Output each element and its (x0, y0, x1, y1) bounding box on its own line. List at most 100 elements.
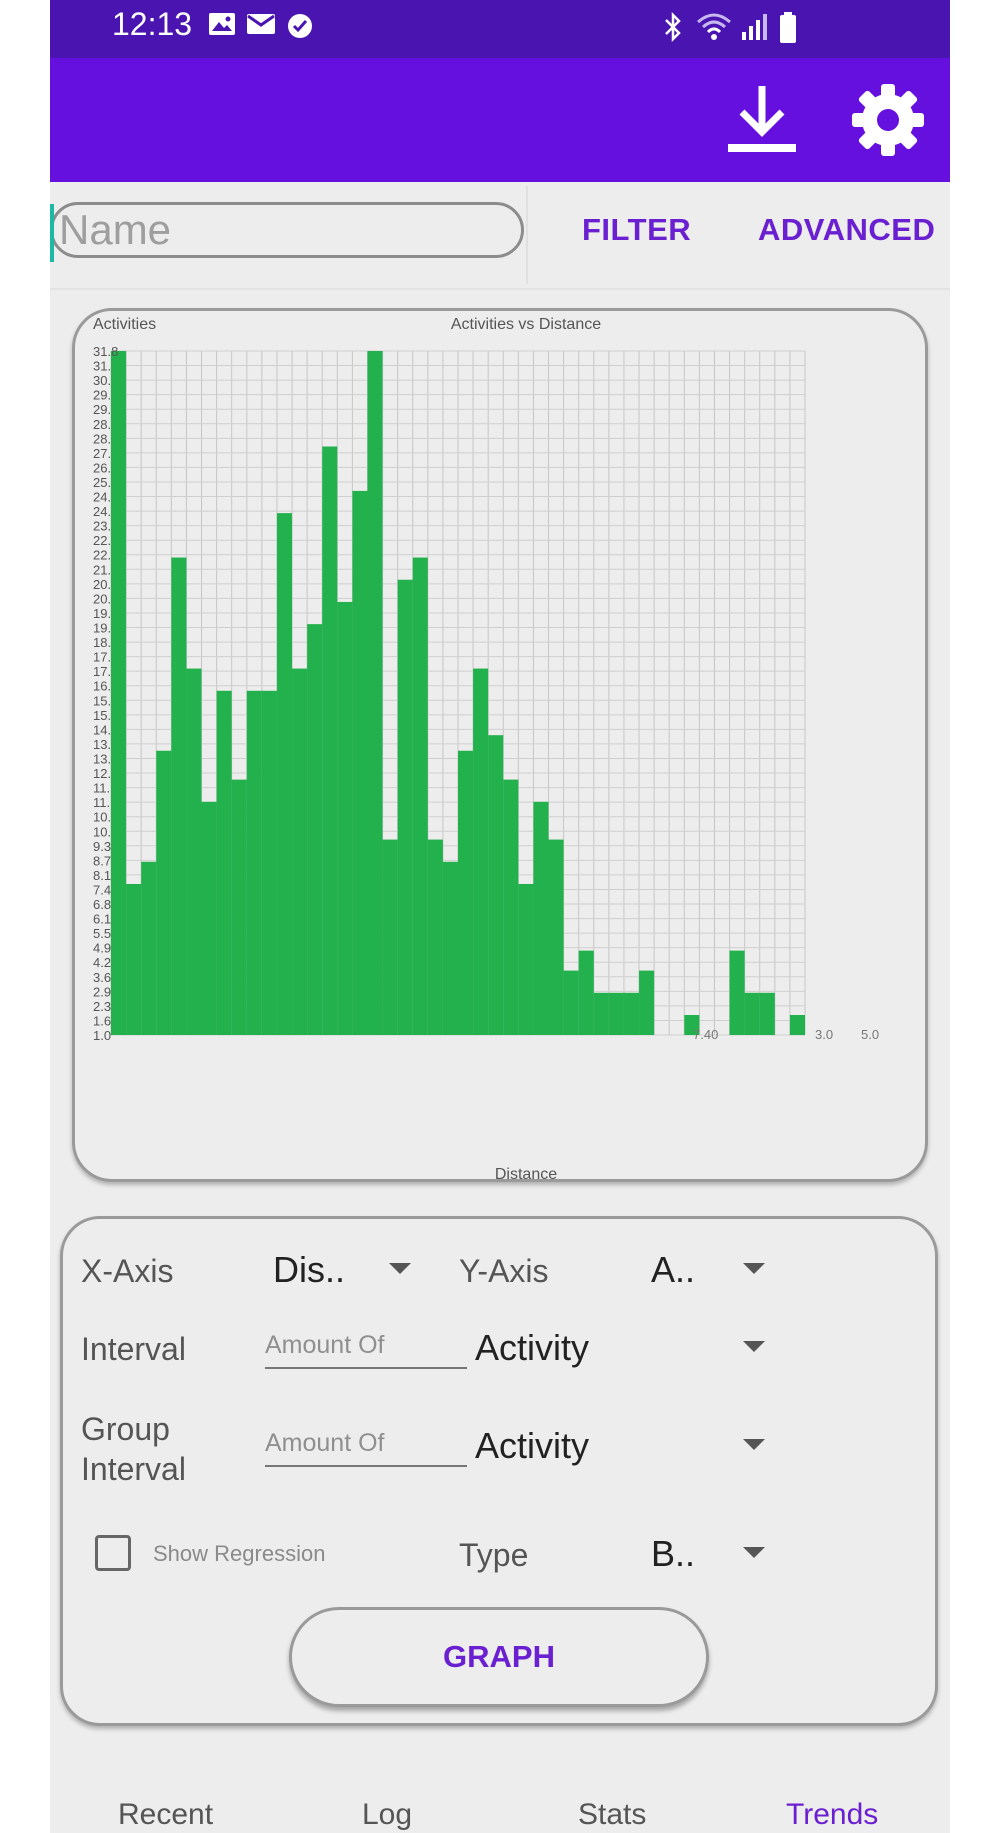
chart-bar (473, 668, 489, 1035)
y-tick-label: 13. (93, 737, 111, 752)
x-tick-labels: 7.40 3.0 5.0 (693, 1027, 879, 1042)
y-tick-label: 23. (93, 519, 111, 534)
chart-bar (397, 579, 413, 1035)
chart-bar (201, 801, 217, 1035)
y-tick-label: 4.9 (93, 941, 111, 956)
mail-icon (247, 14, 275, 34)
y-tick-label: 2.3 (93, 999, 111, 1014)
y-tick-label: 13. (93, 751, 111, 766)
chart-bar (111, 351, 127, 1035)
divider (526, 186, 528, 284)
chart-bar (216, 690, 232, 1035)
y-tick-label: 24. (93, 490, 111, 505)
wifi-icon (697, 13, 731, 40)
y-tick-label: 15. (93, 708, 111, 723)
app-bar (50, 58, 950, 182)
x-tick-label: 7.40 (693, 1027, 718, 1042)
y-tick-label: 28. (93, 431, 111, 446)
y-tick-label: 20. (93, 577, 111, 592)
battery-icon (780, 12, 796, 43)
chart-bar (276, 513, 293, 1035)
chart-bar (231, 779, 247, 1035)
chart-bar (292, 668, 308, 1035)
y-tick-label: 14. (93, 722, 111, 737)
y-tick-label: 29. (93, 388, 111, 403)
name-search-input[interactable] (50, 202, 524, 258)
y-tick-label: 18. (93, 635, 111, 650)
y-tick-label: 1.6 (93, 1013, 111, 1028)
group-interval-unit-dropdown-arrow[interactable] (743, 1439, 765, 1450)
y-axis-label: Y-Axis (459, 1253, 549, 1289)
interval-unit-dropdown-arrow[interactable] (743, 1341, 765, 1352)
type-label: Type (459, 1537, 529, 1573)
image-icon (209, 13, 235, 35)
x-axis-dropdown-arrow[interactable] (389, 1263, 411, 1274)
chart-bar (367, 351, 383, 1035)
phone-screen: 12:13 (50, 0, 950, 1833)
chart-bar (337, 601, 353, 1035)
chart-x-axis-title: Distance (495, 1166, 557, 1179)
graph-options-card: X-Axis Dis.. Y-Axis A.. Interval Activit… (60, 1216, 938, 1726)
y-tick-label: 30. (93, 373, 111, 388)
bluetooth-icon (665, 12, 681, 42)
x-tick-label: 5.0 (861, 1027, 879, 1042)
interval-label: Interval (81, 1331, 186, 1367)
chart-bar (307, 624, 323, 1035)
y-tick-label: 3.6 (93, 970, 111, 985)
y-axis-dropdown-value[interactable]: A.. (651, 1249, 696, 1290)
y-tick-label: 6.8 (93, 897, 111, 912)
status-bar: 12:13 (50, 0, 950, 58)
advanced-button[interactable]: ADVANCED (758, 212, 936, 247)
graph-button[interactable]: GRAPH (289, 1607, 709, 1707)
chart-bar (563, 970, 579, 1035)
y-tick-label: 20. (93, 591, 111, 606)
y-tick-label: 16. (93, 679, 111, 694)
interval-amount-input[interactable] (265, 1323, 467, 1369)
chart-bar (518, 883, 534, 1035)
y-tick-label: 6.1 (93, 912, 111, 927)
y-tick-label: 5.5 (93, 926, 111, 941)
chart-bar (442, 861, 458, 1035)
chart-bar (156, 750, 172, 1035)
text-caret (50, 204, 54, 262)
x-axis-dropdown-value[interactable]: Dis.. (273, 1249, 345, 1290)
group-interval-label-line2: Interval (81, 1451, 186, 1487)
search-row: FILTER ADVANCED (50, 182, 950, 290)
chart-bar (503, 779, 519, 1035)
group-interval-unit-dropdown-value[interactable]: Activity (475, 1425, 590, 1466)
chart-bar (623, 992, 640, 1035)
chart-bar (322, 446, 338, 1035)
y-tick-label: 2.9 (93, 984, 111, 999)
group-interval-amount-input[interactable] (265, 1421, 467, 1467)
tab-stats[interactable]: Stats (578, 1798, 647, 1831)
chart-bar (141, 861, 157, 1035)
y-tick-label: 17. (93, 650, 111, 665)
y-tick-label: 28. (93, 417, 111, 432)
chart-bar (186, 668, 202, 1035)
y-tick-label: 22. (93, 533, 111, 548)
tab-trends[interactable]: Trends (786, 1798, 879, 1831)
x-tick-label: 3.0 (815, 1027, 833, 1042)
chart-bar (171, 557, 187, 1035)
gear-icon[interactable] (848, 80, 928, 160)
y-tick-label: 10. (93, 824, 111, 839)
filter-button[interactable]: FILTER (582, 212, 692, 247)
tab-recent[interactable]: Recent (118, 1798, 214, 1831)
interval-unit-dropdown-value[interactable]: Activity (475, 1327, 590, 1368)
chart-bar (126, 883, 142, 1035)
download-icon[interactable] (722, 80, 802, 160)
chart-bar (729, 950, 745, 1035)
y-tick-label: 11. (93, 795, 110, 810)
show-regression-checkbox[interactable] (95, 1535, 131, 1571)
chart-bar (261, 690, 277, 1035)
chart-bar (548, 839, 564, 1035)
tab-log[interactable]: Log (362, 1798, 413, 1831)
y-tick-label: 21. (93, 562, 111, 577)
chart-bar (427, 839, 443, 1035)
type-dropdown-value[interactable]: B.. (651, 1533, 696, 1574)
type-dropdown-arrow[interactable] (743, 1547, 765, 1558)
y-tick-label: 19. (93, 606, 111, 621)
y-axis-dropdown-arrow[interactable] (743, 1263, 765, 1274)
chart-bar (593, 992, 609, 1035)
y-tick-label: 10. (93, 810, 111, 825)
